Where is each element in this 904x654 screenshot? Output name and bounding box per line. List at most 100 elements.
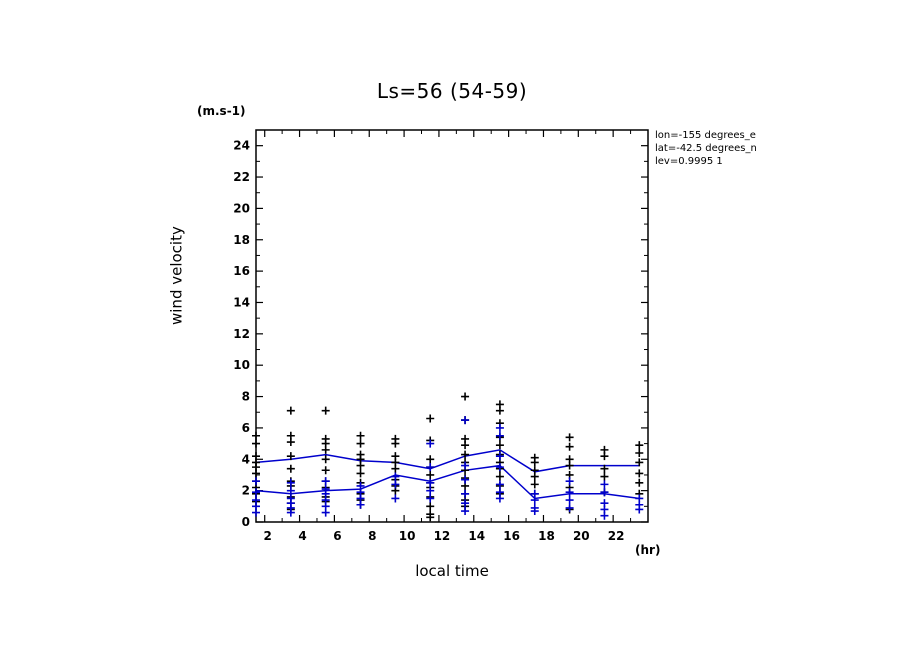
data-point-series-1	[321, 466, 330, 475]
data-point-series-2	[286, 508, 295, 517]
data-point-series-2	[600, 488, 609, 497]
x-tick-label: 18	[538, 529, 555, 543]
data-point-series-2	[391, 494, 400, 503]
data-point-series-1	[426, 455, 435, 464]
data-point-series-2	[495, 494, 504, 503]
data-point-series-1	[356, 439, 365, 448]
y-tick-label: 14	[233, 295, 250, 309]
data-point-series-2	[635, 505, 644, 514]
data-point-series-1	[461, 392, 470, 401]
y-axis-unit: (m.s-1)	[197, 104, 246, 118]
data-point-series-1	[321, 455, 330, 464]
data-point-series-2	[565, 477, 574, 486]
plot-frame	[255, 129, 649, 523]
data-point-series-2	[252, 508, 260, 517]
x-tick-label: 8	[368, 529, 376, 543]
data-point-series-1	[635, 458, 644, 467]
data-point-series-1	[426, 414, 435, 423]
data-point-series-2	[426, 486, 435, 495]
data-point-series-2	[600, 480, 609, 489]
y-tick-label: 20	[233, 201, 250, 215]
data-point-series-1	[252, 431, 260, 440]
data-point-series-2	[461, 489, 470, 498]
data-point-series-2	[356, 500, 365, 509]
data-point-series-1	[252, 469, 260, 478]
data-point-series-2	[426, 439, 435, 448]
data-point-series-1	[321, 445, 330, 454]
x-tick-label: 6	[333, 529, 341, 543]
data-point-series-1	[321, 406, 330, 415]
x-tick-label: 2	[264, 529, 272, 543]
data-point-series-2	[391, 472, 400, 481]
data-point-series-2	[461, 507, 470, 516]
y-tick-label: 2	[242, 484, 250, 498]
data-point-series-2	[461, 416, 470, 425]
data-point-series-1	[635, 478, 644, 487]
data-point-series-1	[461, 450, 470, 459]
data-point-series-2	[600, 511, 609, 520]
data-point-series-2	[321, 508, 330, 517]
data-point-series-1	[565, 461, 574, 470]
data-point-series-2	[495, 423, 504, 432]
data-point-series-2	[565, 503, 574, 512]
x-tick-label: 20	[573, 529, 590, 543]
data-point-series-2	[530, 507, 539, 516]
data-point-series-2	[426, 463, 435, 472]
data-point-series-1	[635, 441, 644, 450]
data-point-series-1	[286, 452, 295, 461]
data-point-series-2	[461, 499, 470, 508]
data-point-series-1	[530, 458, 539, 467]
data-point-series-1	[426, 502, 435, 511]
data-point-series-2	[391, 480, 400, 489]
data-point-series-1	[600, 472, 609, 481]
x-axis-unit: (hr)	[635, 543, 661, 557]
y-tick-label: 0	[242, 515, 250, 529]
x-tick-label: 4	[298, 529, 306, 543]
data-point-series-2	[461, 475, 470, 484]
data-point-series-1	[565, 433, 574, 442]
data-point-series-1	[600, 452, 609, 461]
y-tick-label: 6	[242, 421, 250, 435]
y-tick-label: 24	[233, 139, 250, 153]
x-tick-label: 10	[399, 529, 416, 543]
data-point-series-1	[635, 449, 644, 458]
annotation-lat: lat=-42.5 degrees_n	[655, 143, 757, 154]
data-point-series-2	[565, 488, 574, 497]
location-info: lon=-155 degrees_e lat=-42.5 degrees_n l…	[655, 129, 781, 168]
data-point-series-2	[286, 486, 295, 495]
data-point-series-1	[286, 464, 295, 473]
data-point-series-1	[600, 464, 609, 473]
y-tick-label: 8	[242, 390, 250, 404]
y-tick-label: 10	[233, 358, 250, 372]
data-point-series-1	[495, 441, 504, 450]
data-point-series-1	[426, 513, 435, 522]
y-tick-label: 16	[233, 264, 250, 278]
data-point-series-2	[286, 478, 295, 487]
data-point-series-1	[565, 442, 574, 451]
data-point-series-2	[426, 494, 435, 503]
y-tick-label: 22	[233, 170, 250, 184]
x-tick-label: 12	[434, 529, 451, 543]
data-point-series-2	[426, 478, 435, 487]
data-point-series-1	[461, 441, 470, 450]
annotation-lon: lon=-155 degrees_e	[655, 130, 756, 141]
x-axis-label: local time	[415, 562, 489, 580]
data-point-series-1	[356, 461, 365, 470]
series-line-1	[255, 449, 640, 473]
data-point-series-2	[252, 477, 260, 486]
y-tick-label: 18	[233, 233, 250, 247]
data-point-series-1	[495, 406, 504, 415]
data-point-series-1	[635, 469, 644, 478]
data-point-series-1	[530, 472, 539, 481]
series-line-2	[255, 464, 640, 500]
data-point-series-1	[286, 406, 295, 415]
data-point-series-2	[495, 452, 504, 461]
y-axis-label: wind velocity	[167, 226, 186, 325]
data-point-series-2	[495, 431, 504, 440]
data-point-series-2	[252, 488, 260, 497]
data-point-series-1	[286, 438, 295, 447]
data-point-series-2	[321, 477, 330, 486]
chart-title: Ls=56 (54-59)	[376, 79, 528, 103]
